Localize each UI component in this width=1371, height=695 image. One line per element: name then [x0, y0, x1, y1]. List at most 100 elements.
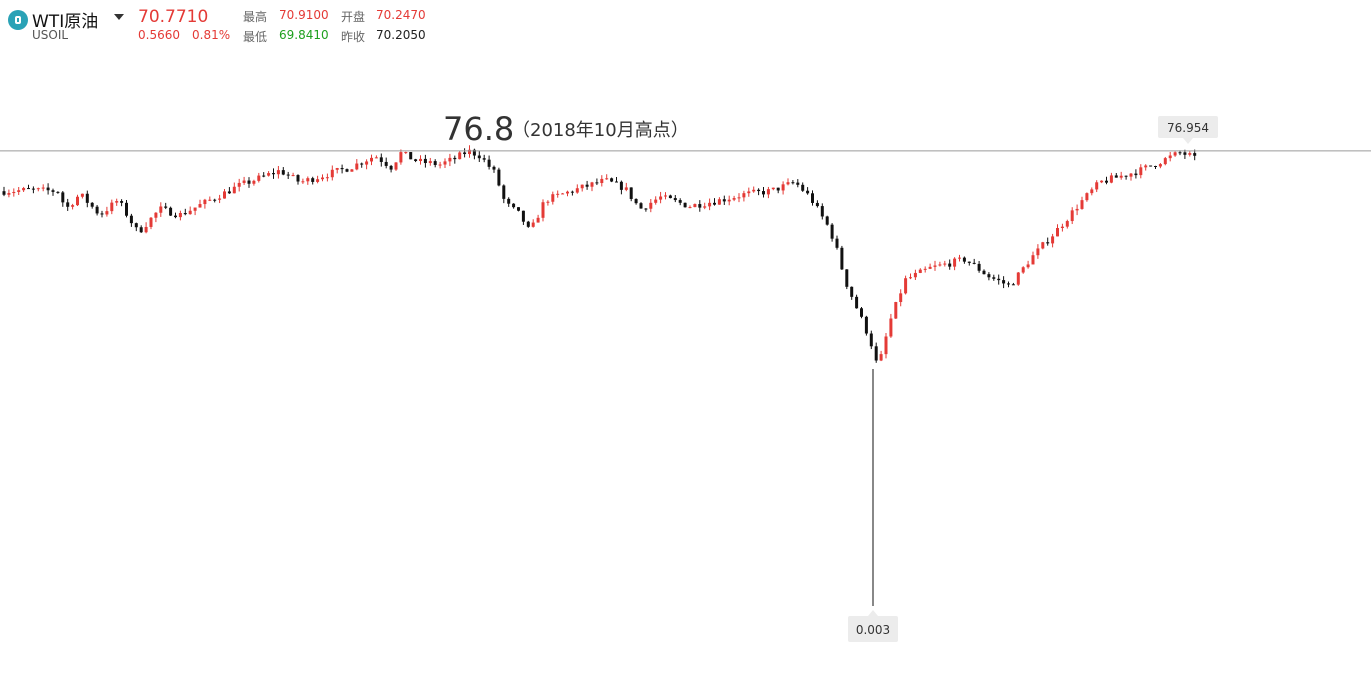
candle-body: [399, 152, 403, 163]
candle-body: [306, 178, 310, 182]
candle-body: [335, 168, 339, 170]
price-change-pct: 0.81%: [192, 28, 231, 42]
candle-body: [649, 202, 653, 209]
candle-body: [688, 207, 692, 209]
candle-body: [820, 206, 824, 217]
chevron-down-icon[interactable]: [112, 11, 126, 23]
candle-body: [1002, 280, 1006, 284]
candle-body: [453, 157, 457, 160]
candle-body: [227, 191, 231, 194]
candle-body: [394, 162, 398, 170]
candle-body: [1031, 255, 1035, 265]
candle-body: [811, 193, 814, 203]
candle-body: [365, 161, 369, 165]
candle-body: [1016, 272, 1020, 285]
candle-body: [1109, 175, 1113, 183]
candle-body: [1144, 165, 1148, 168]
open-value: 70.2470: [376, 8, 426, 22]
candle-body: [551, 194, 555, 202]
candle-body: [923, 268, 927, 270]
min-price-tooltip: 0.003: [848, 610, 898, 642]
candle-body: [507, 198, 511, 204]
candle-body: [575, 188, 579, 193]
candle-body: [301, 181, 305, 183]
candle-body: [889, 318, 893, 337]
candle-body: [909, 277, 912, 279]
candle-body: [580, 184, 584, 189]
candle-body: [134, 223, 138, 228]
max-price-tooltip: 76.954: [1158, 116, 1218, 144]
candle-body: [100, 213, 104, 215]
candle-body: [316, 179, 320, 182]
prev-close-label: 昨收: [341, 30, 366, 44]
candle-body: [46, 187, 50, 191]
candle-body: [433, 161, 437, 165]
candle-body: [982, 270, 986, 275]
candle-body: [605, 178, 609, 180]
candle-body: [428, 161, 432, 164]
candle-body: [1085, 193, 1089, 201]
candle-body: [673, 198, 677, 201]
candle-body: [708, 202, 712, 207]
reference-line-value: 76.8: [443, 110, 514, 148]
reference-line-note: （2018年10月高点）: [512, 120, 689, 141]
candle-body: [693, 204, 697, 208]
candle-body: [801, 184, 805, 191]
candle-body: [1173, 152, 1177, 156]
candle-body: [252, 180, 256, 184]
instrument-name[interactable]: WTI原油: [32, 12, 99, 32]
candle-body: [987, 274, 991, 278]
candle-body: [1168, 155, 1172, 159]
candle-body: [664, 195, 667, 197]
candle-body: [717, 199, 721, 205]
candle-body: [414, 159, 418, 162]
candle-body: [644, 208, 648, 210]
candle-body: [928, 266, 932, 269]
candle-body: [448, 157, 452, 162]
candle-body: [531, 222, 535, 227]
candle-body: [1026, 264, 1030, 268]
candle-body: [188, 210, 192, 215]
candle-body: [404, 152, 408, 154]
candle-body: [345, 169, 349, 172]
candle-body: [487, 159, 491, 167]
candle-body: [825, 216, 829, 225]
candle-body: [600, 178, 604, 184]
candle-body: [482, 158, 486, 160]
candle-body: [379, 157, 383, 162]
candle-body: [218, 198, 222, 200]
candle-body: [409, 152, 413, 160]
candle-body: [321, 177, 324, 180]
candle-body: [267, 173, 271, 176]
candle-body: [556, 193, 560, 195]
candle-body: [2, 191, 6, 195]
candle-body: [71, 205, 75, 207]
candle-body: [845, 269, 849, 287]
candle-body: [76, 196, 79, 206]
candle-body: [438, 164, 442, 166]
candle-body: [325, 177, 329, 179]
candle-body: [536, 217, 540, 223]
instrument-code: USOIL: [32, 28, 69, 42]
candle-body: [90, 202, 94, 207]
candle-body: [374, 157, 378, 159]
candle-body: [1075, 208, 1079, 211]
candle-body: [860, 308, 863, 317]
candle-body: [262, 175, 266, 177]
candle-body: [722, 199, 726, 202]
oil-symbol-icon: [8, 10, 28, 30]
candle-body: [174, 215, 177, 218]
candle-body: [472, 149, 476, 156]
candle-body: [7, 193, 11, 195]
candle-body: [257, 175, 261, 181]
candle-body: [1105, 180, 1108, 183]
candle-body: [806, 190, 810, 194]
prev-close-value: 70.2050: [376, 28, 426, 42]
candle-body: [958, 257, 961, 259]
candle-body: [747, 191, 751, 194]
candle-body: [752, 189, 756, 192]
candle-body: [370, 157, 373, 162]
candle-body: [943, 263, 947, 265]
